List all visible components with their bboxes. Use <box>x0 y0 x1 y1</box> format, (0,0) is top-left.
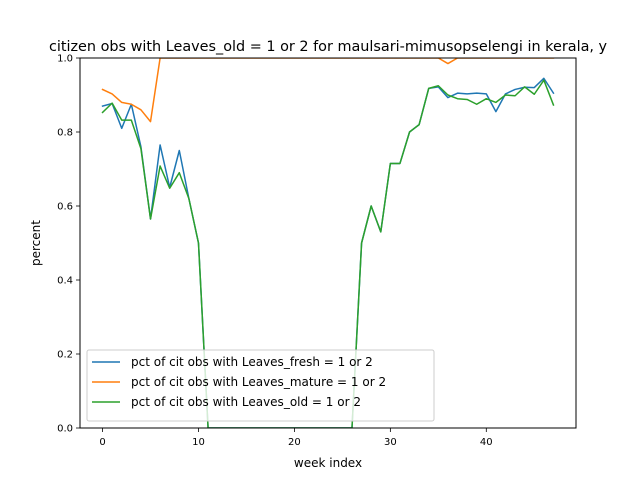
chart-title: citizen obs with Leaves_old = 1 or 2 for… <box>49 39 608 55</box>
y-tick-label: 0.2 <box>57 350 73 361</box>
x-tick-label: 0 <box>99 437 105 448</box>
x-tick-label: 10 <box>192 437 205 448</box>
x-tick-label: 30 <box>384 437 397 448</box>
legend-box <box>86 349 435 422</box>
legend-label-1: pct of cit obs with Leaves_mature = 1 or… <box>131 375 386 389</box>
y-tick-label: 1.0 <box>57 54 73 65</box>
y-tick-label: 0.8 <box>57 128 73 139</box>
y-tick-label: 0.4 <box>57 276 73 287</box>
series-line-0 <box>101 77 555 428</box>
y-tick-label: 0.6 <box>57 202 73 213</box>
legend-label-2: pct of cit obs with Leaves_old = 1 or 2 <box>131 395 361 409</box>
plot-frame <box>79 57 577 429</box>
series-line-1 <box>101 58 555 123</box>
series-line-2 <box>101 79 555 428</box>
y-axis-label: percent <box>29 220 43 266</box>
y-tick-label: 0.0 <box>57 424 73 435</box>
x-tick-label: 40 <box>480 437 493 448</box>
x-tick-label: 20 <box>288 437 301 448</box>
legend: pct of cit obs with Leaves_fresh = 1 or … <box>86 349 435 422</box>
legend-label-0: pct of cit obs with Leaves_fresh = 1 or … <box>131 355 373 369</box>
x-axis-label: week index <box>294 456 362 470</box>
